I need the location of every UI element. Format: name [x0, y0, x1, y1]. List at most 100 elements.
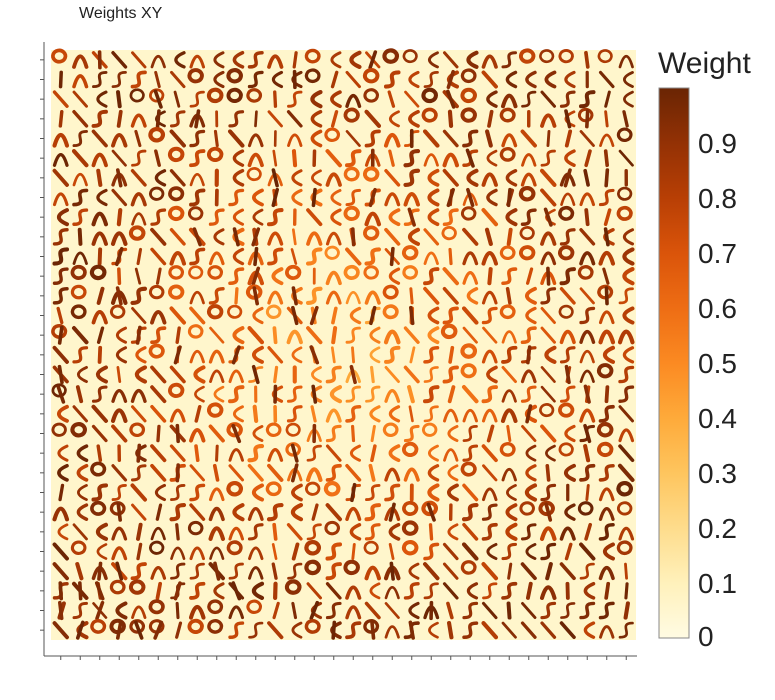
weight-stroke-strong: [57, 364, 64, 385]
weight-tile: [232, 149, 245, 167]
weight-tile: [170, 546, 186, 560]
weight-tile: [623, 601, 630, 620]
weight-stroke: [499, 245, 516, 260]
weight-stroke: [207, 265, 223, 280]
weight-tile: [618, 365, 635, 384]
weight-tile: [305, 286, 323, 306]
weight-stroke: [369, 582, 381, 600]
weight-stroke: [213, 129, 219, 148]
weight-tile: [325, 290, 342, 305]
weight-tile: [423, 71, 439, 88]
weight-stroke: [310, 405, 317, 423]
weight-tile: [461, 385, 479, 404]
weight-stroke: [72, 208, 89, 226]
weight-tile: [77, 227, 83, 246]
weight-tile: [156, 424, 161, 443]
weight-tile: [311, 503, 319, 521]
weight-stroke: [291, 483, 303, 502]
weight-tile: [462, 444, 479, 462]
weight-stroke: [325, 542, 343, 561]
weight-stroke: [388, 543, 395, 560]
weight-tile: [597, 49, 613, 63]
weight-tile: [598, 506, 615, 521]
weight-stroke: [520, 326, 537, 345]
weight-stroke: [486, 149, 498, 167]
weight-tile: [169, 306, 186, 325]
weight-stroke: [520, 562, 537, 581]
weight-stroke: [156, 424, 161, 443]
weight-tile: [189, 188, 206, 207]
weight-tile: [284, 579, 302, 595]
weight-stroke: [579, 369, 595, 383]
weight-stroke: [448, 345, 455, 364]
weight-tile: [384, 169, 401, 187]
weight-tile: [579, 306, 596, 325]
weight-stroke-strong: [389, 246, 395, 267]
weight-stroke: [481, 54, 498, 69]
weight-tile: [150, 566, 167, 580]
weight-tile: [388, 522, 401, 541]
weight-tile: [460, 206, 477, 221]
weight-stroke: [130, 286, 148, 305]
weight-stroke: [111, 132, 128, 148]
weight-stroke: [209, 546, 225, 560]
weight-tile: [228, 581, 245, 601]
weight-stroke: [487, 109, 494, 128]
weight-stroke: [584, 208, 590, 227]
weight-tile: [507, 562, 513, 580]
weight-stroke: [427, 306, 440, 325]
weight-tile: [267, 346, 284, 364]
colorbar-tick-label: 0.9: [698, 128, 737, 159]
weight-stroke: [519, 48, 536, 64]
weight-tile: [481, 503, 498, 521]
weight-tile: [329, 385, 343, 404]
weight-tile: [540, 326, 556, 344]
weight-stroke-strong: [543, 207, 553, 227]
weight-stroke: [408, 109, 420, 128]
weight-stroke: [267, 54, 284, 69]
weight-stroke-strong: [311, 384, 318, 404]
weight-tile: [189, 581, 206, 600]
weight-tile: [228, 562, 244, 580]
weight-stroke: [52, 345, 69, 364]
weight-stroke: [52, 132, 70, 148]
weight-stroke: [540, 231, 557, 246]
weight-stroke: [207, 599, 224, 615]
weight-stroke: [52, 562, 69, 581]
weight-stroke: [506, 484, 517, 501]
weight-stroke: [343, 166, 360, 182]
weight-tile: [189, 172, 205, 187]
weight-stroke: [91, 231, 108, 246]
weight-stroke: [442, 51, 459, 69]
weight-tile: [525, 444, 537, 462]
weight-tile: [168, 382, 185, 398]
weight-tile: [422, 422, 438, 437]
weight-tile: [442, 89, 459, 109]
weight-stroke: [286, 405, 303, 423]
weight-tile: [173, 90, 181, 108]
weight-stroke: [109, 579, 126, 595]
weight-tile: [598, 329, 616, 345]
weight-stroke: [540, 542, 557, 561]
weight-tile: [52, 364, 69, 385]
weight-stroke: [428, 523, 434, 541]
weight-tile: [247, 326, 265, 345]
weight-stroke: [325, 149, 343, 168]
weight-stroke: [447, 523, 459, 541]
weight-tile: [462, 326, 478, 344]
weight-tile: [351, 346, 355, 364]
weight-tile: [362, 68, 380, 84]
weight-tile: [272, 601, 280, 620]
weight-stroke: [460, 68, 477, 83]
weight-stroke: [364, 109, 382, 128]
weight-stroke: [57, 404, 69, 423]
weight-tile: [169, 250, 187, 266]
weight-tile: [116, 109, 123, 128]
weight-tile: [208, 526, 226, 541]
weight-tile: [577, 107, 594, 129]
weight-stroke: [623, 90, 634, 108]
weight-tile: [622, 247, 635, 266]
weight-tile: [170, 562, 186, 580]
weight-tile: [617, 501, 633, 516]
weight-tile: [345, 605, 362, 620]
